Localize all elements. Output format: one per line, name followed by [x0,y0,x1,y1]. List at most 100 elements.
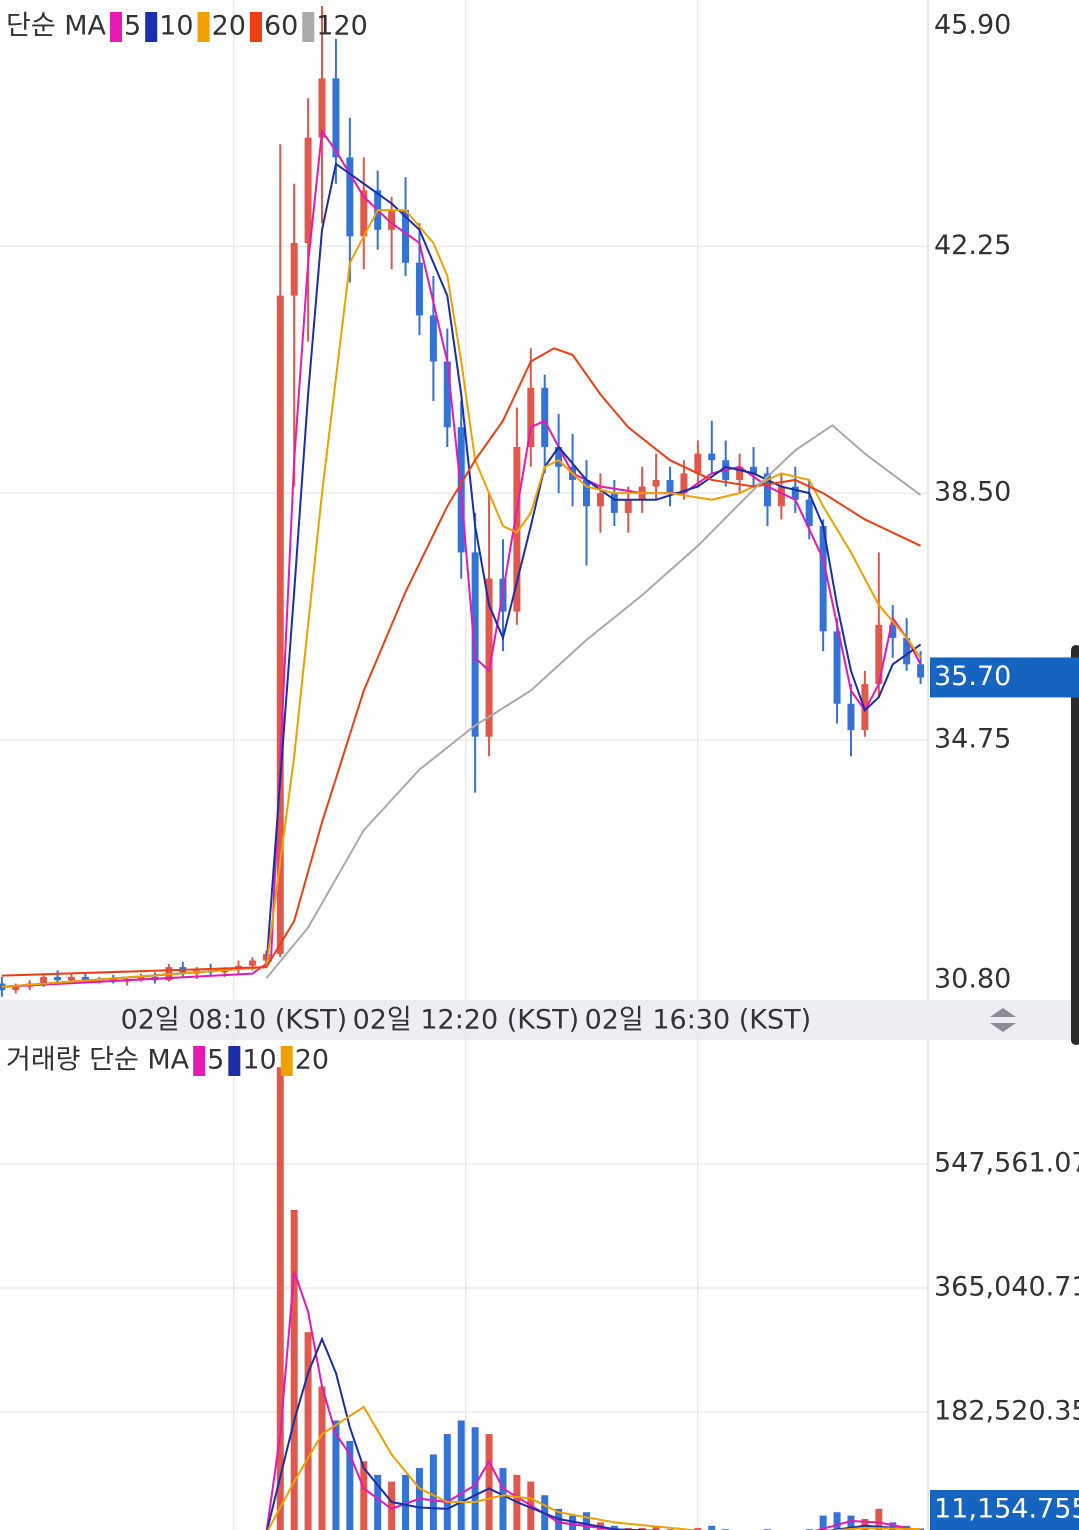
candle-body [137,976,145,979]
last-value-label: 11,154.755 [934,1494,1079,1525]
legend-swatch [145,12,158,42]
volume-bar [402,1474,410,1530]
volume-bar [429,1454,437,1530]
candle-body [304,137,312,243]
last-value-label: 35.70 [934,661,1011,692]
candle-body [847,703,855,731]
legend-swatch [249,12,262,42]
moving-average-line [265,424,922,979]
moving-average-line [265,1270,921,1530]
legend-swatch [193,1046,206,1076]
legend-swatch [110,12,123,42]
candle-body [527,387,535,448]
legend-title: 거래량 단순 MA [6,1045,190,1076]
candle-body [763,473,771,507]
scrollbar[interactable] [1071,645,1079,1045]
legend-swatch [228,1046,241,1076]
volume-bar [443,1434,451,1530]
candle-body [819,526,827,632]
y-tick-label: 34.75 [934,723,1011,754]
candle-body [402,210,410,263]
candle-body [276,295,284,954]
legend-label: 5 [124,11,141,42]
candle-body [791,486,799,500]
legend-title: 단순 MA [6,11,107,42]
y-tick-label: 547,561.078 [934,1147,1079,1178]
candle-body [555,447,563,467]
candle-body [541,387,549,448]
legend-swatch [302,12,315,42]
volume-bar [332,1420,340,1530]
volume-bar [276,1067,284,1530]
candle-body [805,499,813,527]
candle-body [917,664,925,678]
candle-body [12,986,20,991]
candle-body [596,493,604,507]
candle-body [736,466,744,480]
volume-bar [638,1527,646,1530]
last-value-box [930,1490,1079,1530]
volume-bar [360,1461,368,1530]
candle-body [471,552,479,737]
volume-bar [610,1525,618,1530]
arrow-up[interactable] [990,1008,1016,1017]
x-tick-label: 02일 16:30 (KST) [585,1005,812,1036]
candle-body [67,976,75,981]
moving-average-line [1,128,922,988]
candle-body [889,624,897,638]
legend-label: 20 [295,1045,329,1076]
moving-average-line [1,209,922,988]
legend-label: 10 [242,1045,276,1076]
volume-bar [708,1525,716,1530]
moving-average-line [1,162,922,988]
candle-body [624,499,632,513]
candle-body [708,453,716,461]
candle-body [750,466,758,474]
volume-bar [819,1515,827,1530]
candle-body [318,78,326,138]
candle-body [652,479,660,487]
arrow-down[interactable] [990,1023,1016,1032]
candle-body [429,315,437,362]
volume-bar [833,1512,841,1530]
legend-swatch [197,12,210,42]
moving-average-line [1,347,922,977]
plot-layer [0,0,928,1530]
volume-bar [457,1420,465,1530]
resize-handle[interactable] [990,1008,1016,1032]
y-tick-label: 45.90 [934,10,1011,41]
candle-body [833,631,841,704]
legend-label: 20 [212,11,246,42]
candle-body [248,960,256,966]
volume-bar [652,1525,660,1530]
candle-body [694,453,702,474]
volume-bar [388,1481,396,1530]
candle-body [360,190,368,237]
candle-body [666,479,674,494]
candle-body [485,578,493,737]
y-tick-label: 38.50 [934,477,1011,508]
candle-body [415,262,423,316]
time-axis-band [0,1000,1079,1040]
candle-body [290,242,298,296]
x-tick-label: 02일 08:10 (KST) [121,1005,348,1036]
volume-bar [471,1427,479,1530]
moving-average-line [266,1405,921,1530]
y-tick-label: 42.25 [934,230,1011,261]
legend-label: 10 [159,11,193,42]
candle-body [680,473,688,494]
legend-swatch [280,1046,293,1076]
candle-body [610,493,618,513]
x-tick-label: 02일 12:20 (KST) [353,1005,580,1036]
candle-body [875,624,883,685]
volume-bar [499,1468,507,1530]
candle-body [513,447,521,612]
volume-bar [569,1515,577,1530]
last-value-box [930,657,1079,698]
candle-body [388,210,396,230]
volume-bar [694,1527,702,1530]
volume-bar [374,1474,382,1530]
moving-average-line [266,1336,921,1530]
